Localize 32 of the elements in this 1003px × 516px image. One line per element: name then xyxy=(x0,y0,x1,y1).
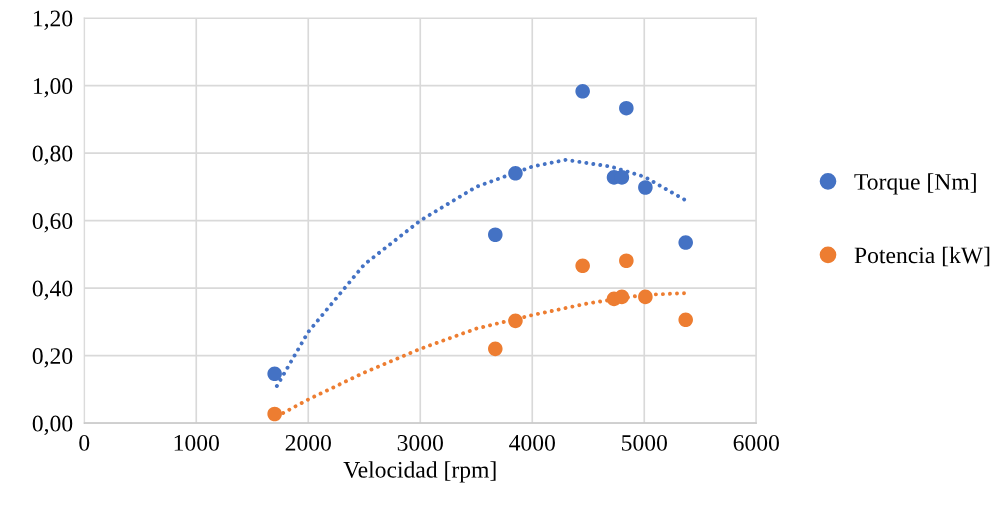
x-tick-label: 4000 xyxy=(509,434,555,451)
x-tick-label: 1000 xyxy=(174,434,219,451)
y-tick-label: 1,00 xyxy=(33,78,73,98)
point xyxy=(488,227,503,243)
x-tick-label: 2000 xyxy=(285,434,331,451)
point xyxy=(508,166,523,181)
point xyxy=(575,84,590,99)
legend-label: Torque [Nm] xyxy=(854,173,976,195)
point xyxy=(508,313,523,329)
legend-label: Potencia [kW] xyxy=(854,246,990,267)
point xyxy=(619,100,634,116)
point xyxy=(638,180,653,195)
x-tick-label: 5000 xyxy=(622,434,667,451)
y-tick-label: 0,80 xyxy=(32,145,73,165)
x-tick-label: 0 xyxy=(79,434,90,451)
point xyxy=(614,289,630,305)
y-tick-label: 0,20 xyxy=(32,348,73,368)
y-tick-label: 1,20 xyxy=(33,10,73,30)
x-axis-title: Velocidad [rpm] xyxy=(343,461,496,483)
point xyxy=(678,235,693,250)
point xyxy=(267,406,282,422)
point xyxy=(575,258,590,274)
y-tick-label: 0,00 xyxy=(32,415,73,435)
point xyxy=(488,341,503,357)
point xyxy=(619,253,634,269)
point xyxy=(678,312,693,328)
x-tick-label: 3000 xyxy=(397,434,443,451)
x-tick-label: 6000 xyxy=(733,434,779,451)
y-tick-label: 0,60 xyxy=(32,213,73,233)
y-tick-label: 0,40 xyxy=(32,280,73,300)
point xyxy=(638,289,653,305)
point xyxy=(267,366,282,382)
